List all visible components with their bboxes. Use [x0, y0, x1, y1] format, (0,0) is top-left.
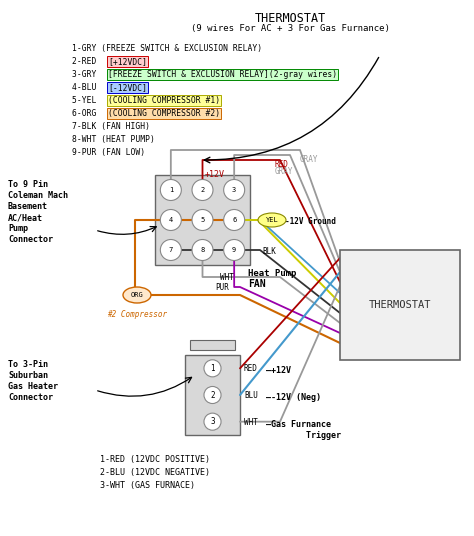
- Text: WHT: WHT: [244, 418, 258, 427]
- Circle shape: [160, 240, 182, 260]
- Text: RED: RED: [275, 160, 289, 169]
- Text: 9: 9: [232, 247, 237, 253]
- Ellipse shape: [123, 287, 151, 303]
- Text: 6: 6: [232, 217, 237, 223]
- Circle shape: [204, 360, 221, 377]
- Text: BLK: BLK: [262, 247, 276, 256]
- Text: 3-GRY: 3-GRY: [72, 70, 101, 79]
- Text: 8-WHT (HEAT PUMP): 8-WHT (HEAT PUMP): [72, 135, 155, 144]
- Text: 2-RED: 2-RED: [72, 57, 101, 66]
- Text: RED: RED: [244, 364, 258, 374]
- Text: 2: 2: [210, 391, 215, 399]
- Text: 5: 5: [201, 217, 205, 223]
- Text: 3: 3: [232, 187, 237, 193]
- Circle shape: [204, 386, 221, 404]
- Text: GRAY: GRAY: [300, 155, 319, 164]
- Bar: [155, 175, 250, 265]
- Circle shape: [224, 210, 245, 230]
- Text: YEL: YEL: [265, 217, 278, 223]
- Text: 1-GRY (FREEZE SWITCH & EXCLUSION RELAY): 1-GRY (FREEZE SWITCH & EXCLUSION RELAY): [72, 44, 262, 53]
- Text: To 3-Pin
Suburban
Gas Heater
Connector: To 3-Pin Suburban Gas Heater Connector: [8, 360, 58, 403]
- Text: 8: 8: [201, 247, 205, 253]
- Text: [FREEZE SWITCH & EXCLUSION RELAY](2-gray wires): [FREEZE SWITCH & EXCLUSION RELAY](2-gray…: [108, 70, 337, 79]
- Text: [-12VDC]: [-12VDC]: [108, 83, 147, 92]
- Circle shape: [192, 180, 213, 200]
- Bar: [185, 355, 240, 435]
- Text: THERMOSTAT: THERMOSTAT: [255, 12, 326, 25]
- Text: 4: 4: [169, 217, 173, 223]
- Text: —Gas Furnance
        Trigger: —Gas Furnance Trigger: [266, 420, 341, 440]
- Text: 9-PUR (FAN LOW): 9-PUR (FAN LOW): [72, 148, 145, 157]
- Circle shape: [160, 180, 182, 200]
- Text: —-12V (Neg): —-12V (Neg): [266, 393, 321, 402]
- Text: BLU: BLU: [244, 391, 258, 400]
- Text: [+12VDC]: [+12VDC]: [108, 57, 147, 66]
- Circle shape: [192, 240, 213, 260]
- Circle shape: [192, 210, 213, 230]
- Text: WHT: WHT: [220, 273, 234, 282]
- Text: #2 Compressor: #2 Compressor: [107, 310, 167, 319]
- Text: THERMOSTAT: THERMOSTAT: [369, 300, 431, 310]
- Text: 1: 1: [210, 364, 215, 373]
- Text: 2: 2: [201, 187, 205, 193]
- Text: FAN: FAN: [248, 279, 265, 289]
- Text: —+12V: —+12V: [266, 366, 291, 375]
- Text: GRAY: GRAY: [275, 167, 293, 176]
- Text: 4-BLU: 4-BLU: [72, 83, 101, 92]
- Text: 1: 1: [169, 187, 173, 193]
- Text: 3: 3: [210, 417, 215, 426]
- Circle shape: [160, 210, 182, 230]
- Text: To 9 Pin
Coleman Mach
Basement
AC/Heat
Pump
Connector: To 9 Pin Coleman Mach Basement AC/Heat P…: [8, 180, 68, 244]
- Text: Heat Pump: Heat Pump: [248, 269, 296, 278]
- Text: PUR: PUR: [215, 283, 229, 292]
- Text: ORG: ORG: [131, 292, 143, 298]
- Text: 2-BLU (12VDC NEGATIVE): 2-BLU (12VDC NEGATIVE): [100, 468, 210, 477]
- Ellipse shape: [258, 213, 286, 227]
- Circle shape: [224, 240, 245, 260]
- Text: (COOLING COMPRESSOR #1): (COOLING COMPRESSOR #1): [108, 96, 220, 105]
- Circle shape: [224, 180, 245, 200]
- Text: 5-YEL: 5-YEL: [72, 96, 101, 105]
- Bar: [340, 250, 460, 360]
- Text: 1-RED (12VDC POSITIVE): 1-RED (12VDC POSITIVE): [100, 455, 210, 464]
- Text: 6-ORG: 6-ORG: [72, 109, 101, 118]
- Text: (9 wires For AC + 3 For Gas Furnance): (9 wires For AC + 3 For Gas Furnance): [191, 24, 390, 33]
- Bar: [190, 340, 235, 350]
- Text: +12V: +12V: [204, 170, 225, 179]
- Text: BLU: BLU: [262, 217, 276, 226]
- Text: 3-WHT (GAS FURNACE): 3-WHT (GAS FURNACE): [100, 481, 195, 490]
- Text: 7-BLK (FAN HIGH): 7-BLK (FAN HIGH): [72, 122, 150, 131]
- Text: -12V Ground: -12V Ground: [285, 217, 336, 226]
- Circle shape: [204, 413, 221, 430]
- Text: 7: 7: [169, 247, 173, 253]
- Text: (COOLING COMPRESSOR #2): (COOLING COMPRESSOR #2): [108, 109, 220, 118]
